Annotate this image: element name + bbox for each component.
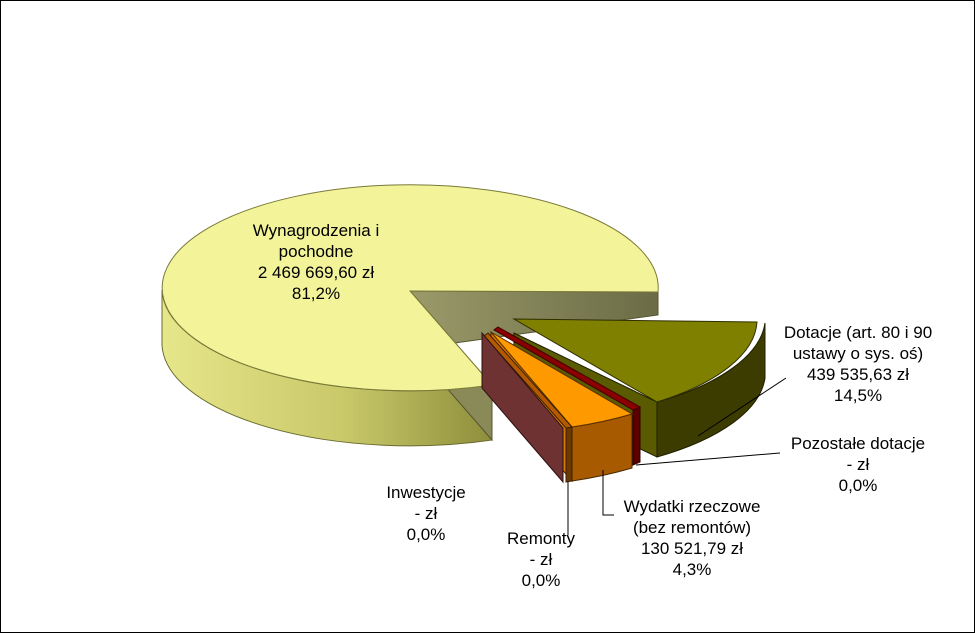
label-wydatki-rzeczowe: Wydatki rzeczowe (bez remontów) 130 521,… bbox=[623, 497, 761, 579]
slice-remonty-top bbox=[483, 332, 573, 429]
leader-wydatki bbox=[602, 470, 614, 516]
slice-pozostale-side bbox=[632, 406, 641, 466]
slice-remonty[interactable] bbox=[483, 332, 573, 483]
slice-inwestycje-side bbox=[481, 331, 564, 484]
slice-remonty-side bbox=[565, 426, 573, 483]
slice-wynagrodzenia[interactable] bbox=[161, 184, 659, 447]
slice-pozostale-top bbox=[493, 326, 642, 411]
label-pozostale-dotacje: Pozostałe dotacje - zł 0,0% bbox=[790, 434, 926, 495]
slice-inwestycje[interactable] bbox=[481, 331, 564, 484]
slice-wynagrodzenia-top bbox=[161, 184, 659, 392]
label-dotacje: Dotacje (art. 80 i 90 ustawy o sys. oś) … bbox=[783, 323, 933, 405]
label-inwestycje: Inwestycje - zł 0,0% bbox=[386, 483, 466, 544]
leader-lines bbox=[567, 377, 787, 535]
slice-dotacje-top bbox=[512, 318, 758, 403]
label-wynagrodzenia: Wynagrodzenia i pochodne 2 469 669,60 zł… bbox=[252, 221, 380, 303]
slice-pozostale-dotacje[interactable] bbox=[493, 326, 642, 466]
leader-pozostale bbox=[635, 452, 781, 466]
leader-dotacje bbox=[697, 377, 787, 437]
label-remonty: Remonty - zł 0,0% bbox=[506, 529, 576, 590]
